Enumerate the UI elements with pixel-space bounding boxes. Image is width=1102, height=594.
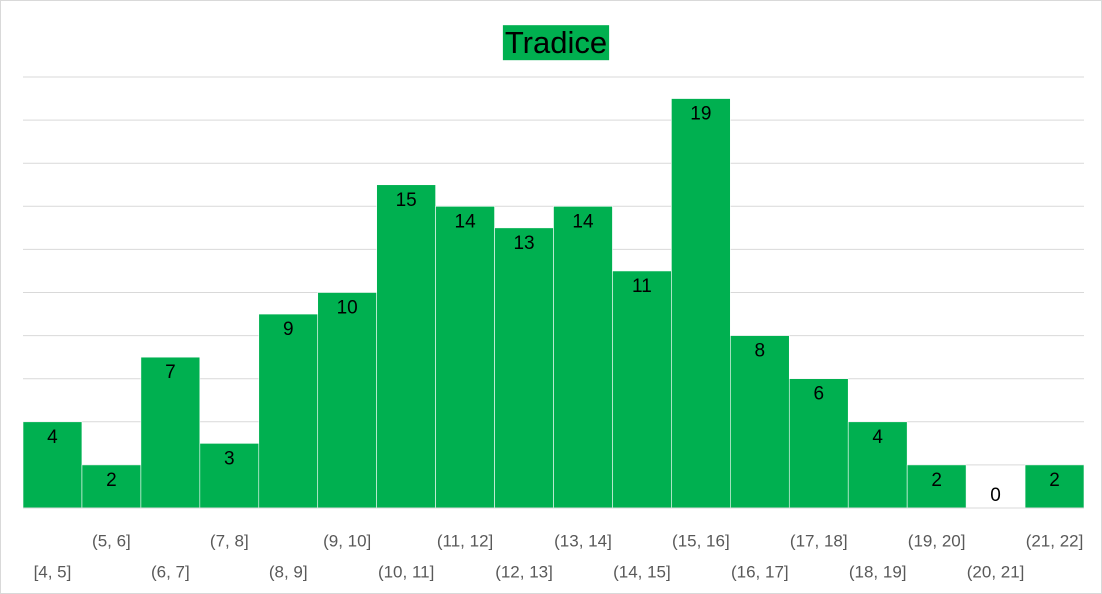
data-label: 14 [572, 211, 594, 232]
x-tick-label: (13, 14] [554, 531, 612, 550]
data-label: 11 [632, 276, 652, 297]
x-tick-label: (21, 22] [1026, 531, 1084, 550]
data-label: 2 [931, 470, 942, 491]
bar [258, 313, 319, 509]
data-label: 10 [337, 298, 358, 319]
x-tick-label: (11, 12] [437, 531, 493, 550]
bar [788, 378, 849, 509]
x-tick-label: (5, 6] [92, 531, 131, 550]
bar [671, 98, 731, 509]
bar [435, 206, 495, 509]
data-label: 15 [396, 190, 417, 211]
x-tick-label: (9, 10] [323, 531, 371, 550]
bar [199, 443, 260, 509]
chart-title: Tradice [505, 25, 607, 60]
x-tick-label: (19, 20] [908, 531, 966, 550]
data-label: 14 [455, 211, 477, 232]
data-label: 3 [224, 448, 235, 469]
bar [847, 421, 908, 509]
x-tick-label: (6, 7] [151, 562, 190, 581]
bar [140, 356, 201, 509]
x-tick-label: (17, 18] [790, 531, 848, 550]
data-label: 7 [165, 362, 176, 383]
x-tick-label: (10, 11] [378, 562, 434, 581]
data-label: 0 [990, 485, 1001, 506]
data-label: 6 [813, 384, 824, 405]
data-label: 2 [1049, 470, 1060, 491]
bar [1024, 464, 1085, 509]
data-label: 4 [872, 427, 883, 448]
x-tick-label: (15, 16] [672, 531, 730, 550]
bar [553, 206, 613, 509]
x-tick-label: [4, 5] [34, 562, 72, 581]
bar [906, 464, 967, 509]
bar [494, 227, 554, 509]
x-tick-label: (18, 19] [849, 562, 907, 581]
data-label: 13 [513, 233, 534, 254]
data-label: 4 [47, 427, 58, 448]
bar [730, 335, 790, 509]
bar [612, 270, 672, 509]
data-label: 2 [106, 470, 117, 491]
data-label: 8 [755, 341, 766, 362]
x-tick-label: (7, 8] [210, 531, 249, 550]
data-label: 9 [283, 319, 294, 340]
bar [317, 292, 377, 509]
x-tick-label: (20, 21] [967, 562, 1025, 581]
bar [81, 464, 142, 509]
title-background [502, 25, 610, 61]
data-label: 19 [690, 104, 711, 125]
x-tick-label: (12, 13] [495, 562, 553, 581]
x-tick-label: (14, 15] [613, 562, 671, 581]
x-tick-label: (8, 9] [269, 562, 308, 581]
bar [376, 184, 436, 509]
x-tick-label: (16, 17] [731, 562, 789, 581]
